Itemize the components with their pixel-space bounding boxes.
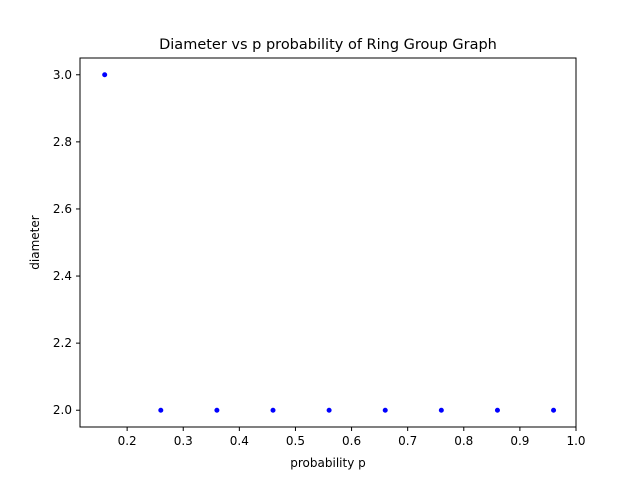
data-point: [382, 407, 388, 413]
axes-frame: [79, 57, 577, 428]
data-point: [158, 407, 164, 413]
x-axis-ticks: 0.2 0.3 0.4 0.5 0.6 0.7 0.8 0.9 1.0: [118, 427, 586, 448]
y-axis-ticks: 2.0 2.2 2.4 2.6 2.8 3.0: [53, 68, 80, 417]
data-points: [102, 72, 557, 413]
data-point: [494, 407, 500, 413]
y-tick-label: 2.4: [53, 269, 72, 283]
x-tick-label: 0.3: [174, 434, 193, 448]
x-tick-label: 0.4: [230, 434, 249, 448]
y-tick-label: 2.6: [53, 202, 72, 216]
y-tick-label: 2.0: [53, 403, 72, 417]
data-point: [551, 407, 557, 413]
x-tick-label: 0.2: [118, 434, 137, 448]
x-axis-label: probability p: [290, 456, 365, 470]
x-tick-label: 1.0: [566, 434, 585, 448]
x-tick-label: 0.6: [342, 434, 361, 448]
x-tick-label: 0.9: [510, 434, 529, 448]
x-tick-label: 0.5: [286, 434, 305, 448]
data-point: [214, 407, 220, 413]
data-point: [438, 407, 444, 413]
data-point: [102, 72, 108, 78]
data-point: [270, 407, 276, 413]
data-point: [326, 407, 332, 413]
x-tick-label: 0.8: [454, 434, 473, 448]
y-tick-label: 2.8: [53, 135, 72, 149]
y-axis-label: diameter: [28, 215, 42, 269]
plot-area: [79, 57, 577, 428]
y-tick-label: 3.0: [53, 68, 72, 82]
chart-title: Diameter vs p probability of Ring Group …: [159, 37, 497, 53]
y-tick-label: 2.2: [53, 336, 72, 350]
x-tick-label: 0.7: [398, 434, 417, 448]
